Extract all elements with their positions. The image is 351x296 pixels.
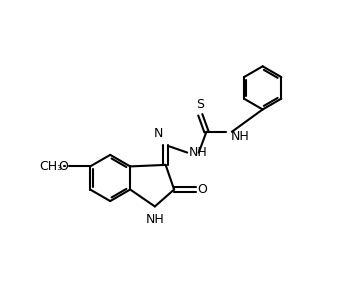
Text: S: S — [196, 98, 204, 111]
Text: O: O — [58, 160, 68, 173]
Text: NH: NH — [189, 146, 207, 159]
Text: O: O — [197, 183, 207, 196]
Text: NH: NH — [231, 130, 250, 143]
Text: N: N — [154, 127, 163, 140]
Text: NH: NH — [145, 213, 164, 226]
Text: CH₃: CH₃ — [39, 160, 62, 173]
